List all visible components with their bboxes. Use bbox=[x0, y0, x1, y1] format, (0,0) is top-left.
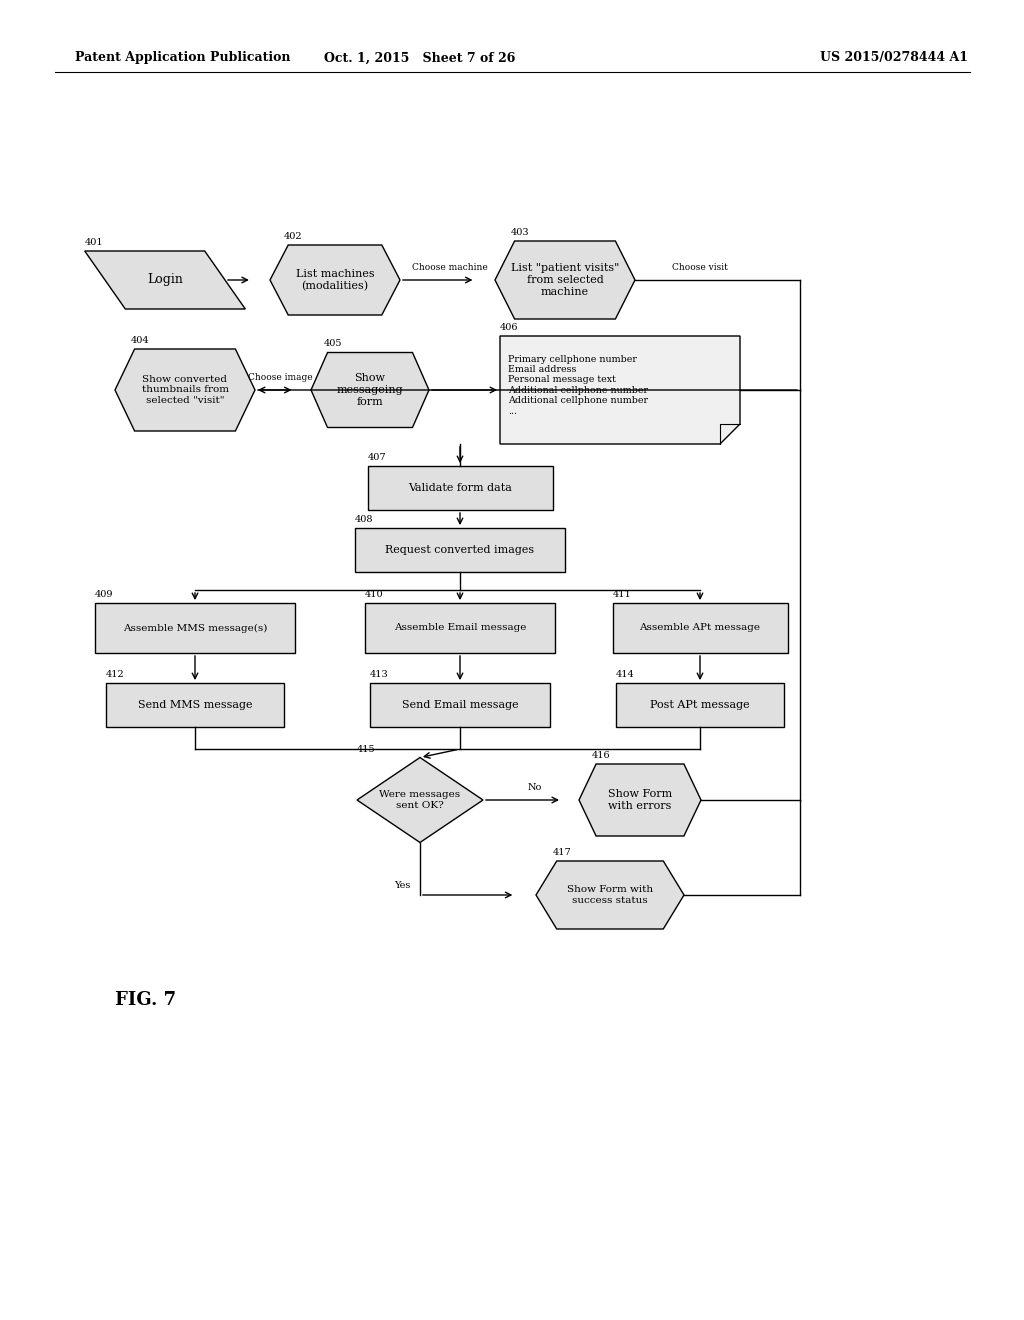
FancyBboxPatch shape bbox=[370, 682, 550, 727]
Text: 409: 409 bbox=[95, 590, 114, 599]
Text: Validate form data: Validate form data bbox=[408, 483, 512, 492]
Text: 401: 401 bbox=[85, 238, 103, 247]
Text: Choose machine: Choose machine bbox=[412, 264, 487, 272]
Text: 406: 406 bbox=[500, 323, 518, 333]
Text: 417: 417 bbox=[553, 847, 571, 857]
Text: No: No bbox=[527, 784, 542, 792]
Polygon shape bbox=[270, 246, 400, 315]
Text: 411: 411 bbox=[612, 590, 631, 599]
Text: 413: 413 bbox=[370, 671, 389, 678]
Text: 402: 402 bbox=[285, 232, 303, 242]
Polygon shape bbox=[115, 348, 255, 432]
Text: US 2015/0278444 A1: US 2015/0278444 A1 bbox=[820, 51, 968, 65]
Text: Choose visit: Choose visit bbox=[672, 264, 728, 272]
Text: 410: 410 bbox=[365, 590, 384, 599]
Text: Show
messageing
form: Show messageing form bbox=[337, 374, 403, 407]
Text: 415: 415 bbox=[357, 744, 376, 754]
Text: Were messages
sent OK?: Were messages sent OK? bbox=[380, 791, 461, 809]
Text: 404: 404 bbox=[131, 337, 150, 345]
FancyBboxPatch shape bbox=[355, 528, 565, 572]
Text: Send Email message: Send Email message bbox=[401, 700, 518, 710]
FancyBboxPatch shape bbox=[365, 603, 555, 653]
Text: List machines
(modalities): List machines (modalities) bbox=[296, 269, 375, 290]
Polygon shape bbox=[536, 861, 684, 929]
Polygon shape bbox=[579, 764, 701, 836]
Text: Assemble Email message: Assemble Email message bbox=[394, 623, 526, 632]
Polygon shape bbox=[357, 758, 483, 842]
Text: Assemble APt message: Assemble APt message bbox=[640, 623, 761, 632]
Text: 412: 412 bbox=[106, 671, 125, 678]
Text: 405: 405 bbox=[324, 339, 342, 348]
Text: Send MMS message: Send MMS message bbox=[138, 700, 252, 710]
Text: List "patient visits"
from selected
machine: List "patient visits" from selected mach… bbox=[511, 264, 620, 297]
Text: Patent Application Publication: Patent Application Publication bbox=[75, 51, 291, 65]
Text: Login: Login bbox=[147, 273, 183, 286]
FancyBboxPatch shape bbox=[368, 466, 553, 510]
Text: Show converted
thumbnails from
selected "visit": Show converted thumbnails from selected … bbox=[141, 375, 228, 405]
FancyBboxPatch shape bbox=[106, 682, 284, 727]
Text: Choose image: Choose image bbox=[248, 374, 312, 383]
Text: 407: 407 bbox=[368, 453, 386, 462]
Text: 408: 408 bbox=[355, 515, 374, 524]
Text: 414: 414 bbox=[616, 671, 635, 678]
Polygon shape bbox=[495, 242, 635, 319]
FancyBboxPatch shape bbox=[95, 603, 295, 653]
Polygon shape bbox=[85, 251, 246, 309]
Text: Yes: Yes bbox=[394, 880, 411, 890]
Text: Assemble MMS message(s): Assemble MMS message(s) bbox=[123, 623, 267, 632]
Text: FIG. 7: FIG. 7 bbox=[115, 991, 176, 1008]
Text: Primary cellphone number
Email address
Personal message text
Additional cellphon: Primary cellphone number Email address P… bbox=[508, 355, 648, 416]
Text: 403: 403 bbox=[511, 228, 529, 238]
Polygon shape bbox=[311, 352, 429, 428]
Text: Request converted images: Request converted images bbox=[385, 545, 535, 554]
Polygon shape bbox=[500, 337, 740, 444]
FancyBboxPatch shape bbox=[612, 603, 787, 653]
FancyBboxPatch shape bbox=[616, 682, 784, 727]
Text: Post APt message: Post APt message bbox=[650, 700, 750, 710]
Text: Show Form
with errors: Show Form with errors bbox=[608, 789, 672, 810]
Text: Oct. 1, 2015   Sheet 7 of 26: Oct. 1, 2015 Sheet 7 of 26 bbox=[325, 51, 516, 65]
Text: 416: 416 bbox=[592, 751, 610, 760]
Text: Show Form with
success status: Show Form with success status bbox=[567, 886, 653, 904]
